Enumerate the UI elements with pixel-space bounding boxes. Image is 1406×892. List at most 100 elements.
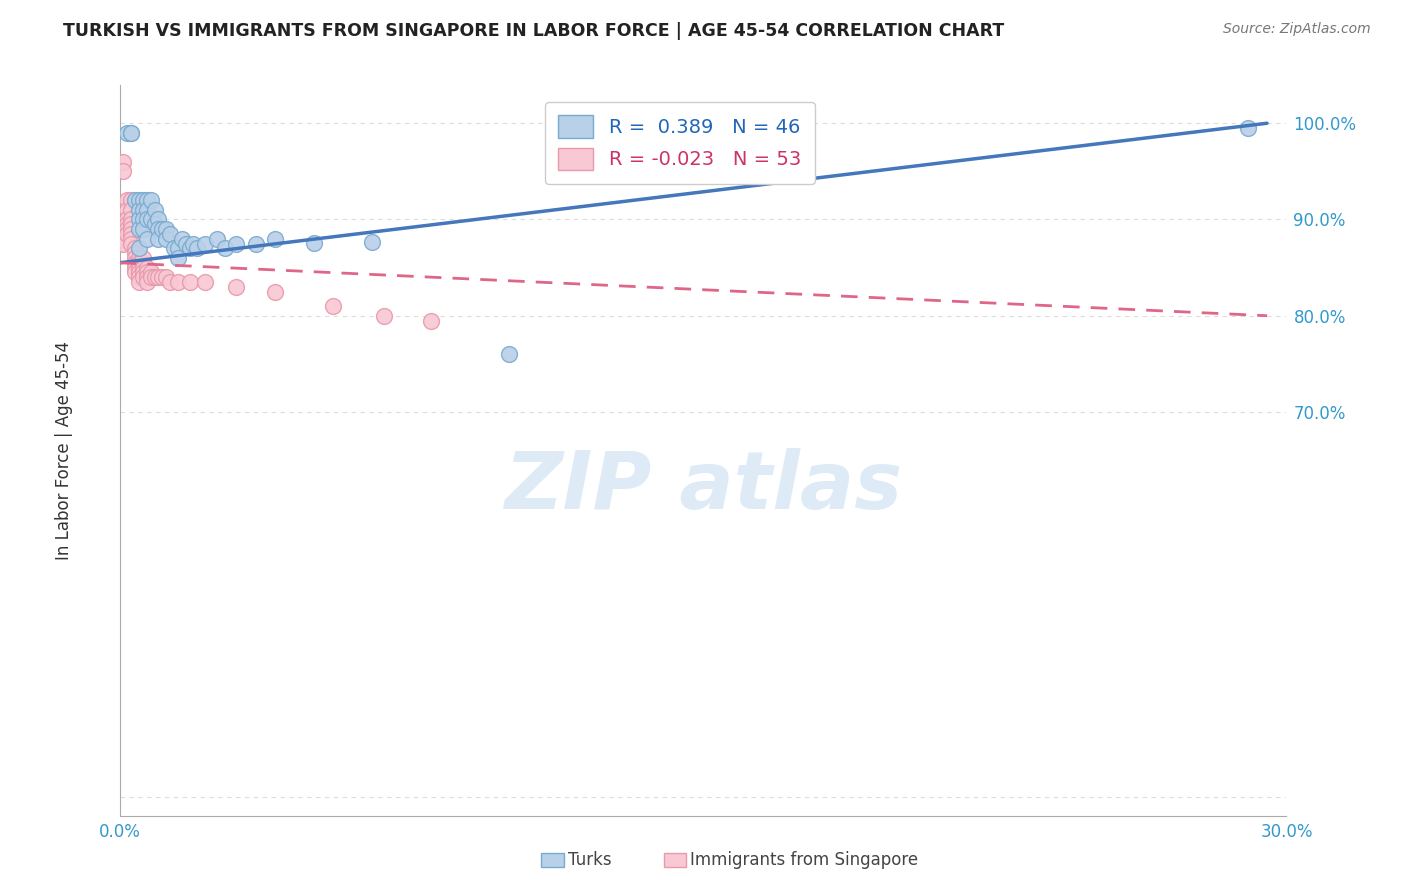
Point [128, 260, 150, 275]
Point [135, 265, 157, 279]
Point [120, 126, 142, 140]
Point [143, 217, 166, 231]
Point [186, 241, 208, 255]
Point [120, 217, 142, 231]
Point [373, 309, 395, 323]
Point [155, 232, 177, 246]
Point [128, 241, 150, 255]
Point [112, 154, 135, 169]
Point [120, 193, 142, 207]
Point [159, 275, 181, 289]
Point [135, 275, 157, 289]
Point [120, 227, 142, 241]
Point [120, 126, 142, 140]
Point [128, 251, 150, 265]
Point [124, 251, 146, 265]
Point [117, 212, 139, 227]
Point [148, 232, 170, 246]
Point [120, 202, 142, 217]
Y-axis label: In Labor Force | Age 45-54: In Labor Force | Age 45-54 [55, 341, 73, 560]
Point [117, 227, 139, 241]
Point [225, 236, 247, 251]
Point [139, 193, 162, 207]
Point [112, 164, 135, 178]
Point [170, 232, 193, 246]
Text: ZIP atlas: ZIP atlas [503, 448, 903, 526]
Point [166, 251, 188, 265]
Text: TURKISH VS IMMIGRANTS FROM SINGAPORE IN LABOR FORCE | AGE 45-54 CORRELATION CHAR: TURKISH VS IMMIGRANTS FROM SINGAPORE IN … [63, 22, 1004, 40]
Point [132, 270, 155, 285]
Point [143, 270, 166, 285]
Point [120, 222, 142, 236]
Point [124, 265, 146, 279]
Point [120, 236, 142, 251]
Point [117, 193, 139, 207]
Point [498, 347, 520, 361]
Point [264, 285, 287, 299]
Point [135, 260, 157, 275]
Point [132, 265, 155, 279]
Point [124, 260, 146, 275]
Point [132, 222, 155, 236]
Point [135, 202, 157, 217]
Point [1236, 121, 1258, 136]
Point [117, 217, 139, 231]
Point [174, 236, 197, 251]
Text: Immigrants from Singapore: Immigrants from Singapore [690, 851, 918, 869]
Point [139, 270, 162, 285]
Point [117, 222, 139, 236]
Point [166, 241, 188, 255]
Point [124, 256, 146, 270]
Point [419, 313, 441, 327]
Point [361, 235, 384, 249]
Point [112, 236, 135, 251]
Point [155, 222, 177, 236]
Point [148, 222, 170, 236]
Point [128, 265, 150, 279]
Point [135, 270, 157, 285]
Point [124, 246, 146, 260]
Point [117, 126, 139, 140]
Point [183, 236, 205, 251]
Point [159, 227, 181, 241]
Point [135, 232, 157, 246]
Point [132, 212, 155, 227]
Point [148, 212, 170, 227]
Point [135, 193, 157, 207]
Point [112, 232, 135, 246]
Point [143, 202, 166, 217]
Point [128, 202, 150, 217]
Point [132, 251, 155, 265]
Point [163, 241, 186, 255]
Text: Source: ZipAtlas.com: Source: ZipAtlas.com [1223, 22, 1371, 37]
Point [128, 270, 150, 285]
Text: Turks: Turks [568, 851, 612, 869]
Point [120, 232, 142, 246]
Point [148, 270, 170, 285]
Point [264, 232, 287, 246]
Point [128, 256, 150, 270]
Point [302, 235, 325, 250]
Point [214, 241, 236, 255]
Point [194, 236, 217, 251]
Point [120, 212, 142, 227]
Point [150, 222, 173, 236]
Point [194, 275, 217, 289]
Point [128, 222, 150, 236]
Point [132, 202, 155, 217]
Point [132, 193, 155, 207]
Point [179, 275, 201, 289]
Point [179, 241, 201, 255]
Point [128, 275, 150, 289]
Point [135, 212, 157, 227]
Point [245, 236, 267, 251]
Point [205, 232, 228, 246]
Point [128, 193, 150, 207]
Point [150, 270, 173, 285]
Point [124, 193, 146, 207]
Point [322, 299, 344, 313]
Legend: R =  0.389   N = 46, R = -0.023   N = 53: R = 0.389 N = 46, R = -0.023 N = 53 [544, 102, 814, 184]
Point [155, 270, 177, 285]
Point [117, 202, 139, 217]
Point [139, 212, 162, 227]
